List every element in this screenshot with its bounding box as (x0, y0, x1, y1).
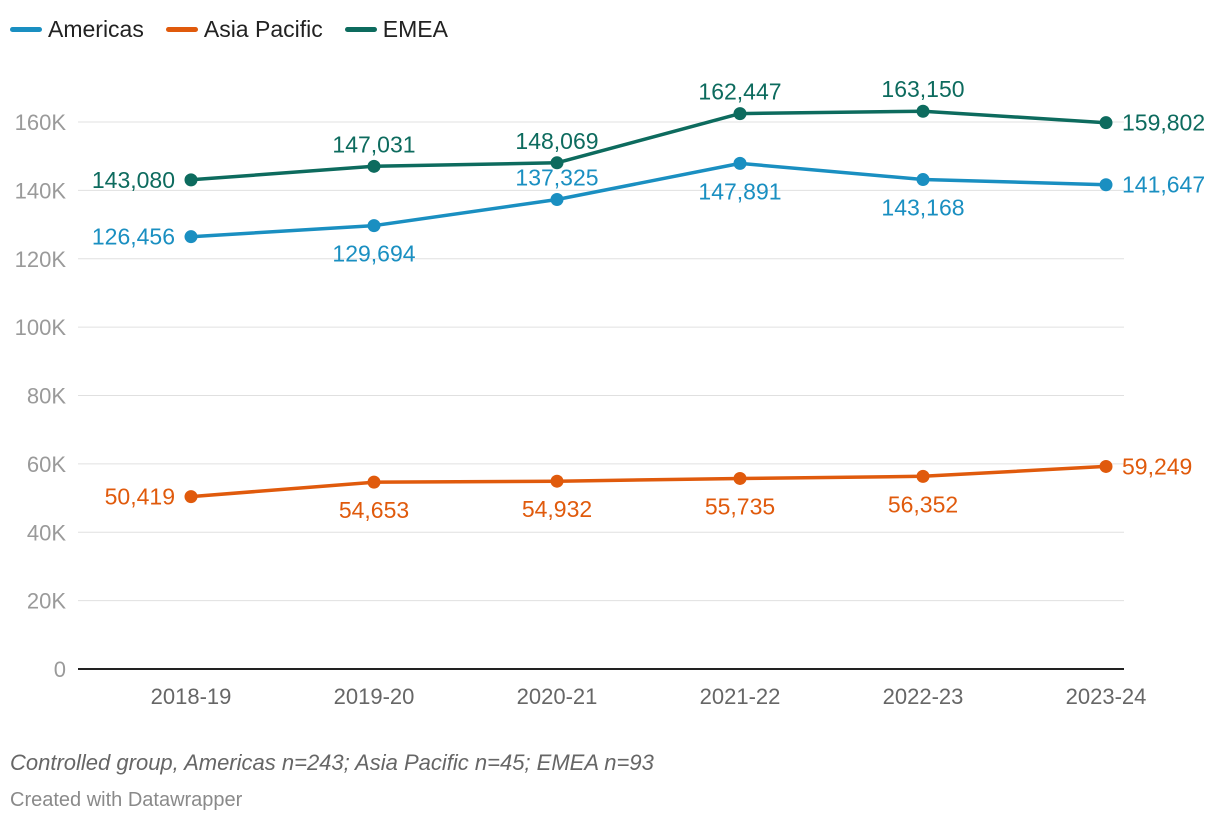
data-point-americas (1099, 178, 1113, 192)
y-tick-label: 20K (27, 589, 66, 614)
series-line-asia-pacific (189, 464, 1108, 499)
data-label-emea: 143,080 (92, 167, 175, 193)
y-tick-label: 100K (15, 315, 67, 340)
line-chart: 0 20K 40K 60K 80K 100K 120K 140K 160K 2018-19 2019… (15, 76, 1206, 709)
y-tick-label: 40K (27, 520, 66, 545)
legend-swatch-asia-pacific (165, 26, 198, 32)
data-label-americas: 129,694 (332, 241, 415, 267)
data-label-asia-pacific: 50,419 (105, 484, 175, 510)
data-label-asia-pacific: 54,932 (522, 496, 592, 522)
credit-line: Created with Datawrapper (10, 789, 243, 811)
x-tick-label: 2020-21 (517, 684, 598, 709)
legend-item-emea: EMEA (344, 15, 448, 43)
y-tick-label: 120K (15, 247, 67, 272)
y-tick-label: 160K (15, 110, 67, 135)
data-point-americas (367, 219, 381, 233)
x-tick-label: 2022-23 (883, 684, 964, 709)
data-label-emea: 148,069 (515, 128, 598, 154)
y-tick-label: 80K (27, 384, 66, 409)
series-line-emea (189, 109, 1108, 182)
legend-swatch-americas (10, 26, 42, 32)
data-point-asia-pacific (916, 469, 930, 483)
data-label-emea: 147,031 (332, 131, 415, 157)
y-tick-label: 140K (15, 178, 67, 203)
x-tick-label: 2018-19 (151, 684, 232, 709)
data-point-emea (733, 107, 747, 121)
data-label-asia-pacific: 54,653 (339, 497, 409, 523)
data-point-emea (1099, 116, 1113, 130)
data-point-asia-pacific (367, 475, 381, 489)
series-line-americas (189, 161, 1108, 239)
data-label-emea: 159,802 (1122, 110, 1205, 136)
data-point-americas (550, 193, 564, 207)
legend-item-americas: Americas (10, 16, 144, 43)
data-point-americas (916, 173, 930, 187)
legend-label-americas: Americas (48, 15, 144, 42)
data-point-asia-pacific (184, 490, 198, 504)
footnote: Controlled group, Americas n=243; Asia P… (10, 750, 654, 775)
data-label-americas: 143,168 (881, 195, 964, 221)
x-tick-label: 2019-20 (334, 684, 415, 709)
data-point-americas (184, 230, 198, 244)
data-label-emea: 163,150 (881, 76, 964, 102)
data-point-asia-pacific (1099, 459, 1113, 473)
data-label-americas: 126,456 (92, 224, 175, 250)
data-point-emea (550, 156, 564, 170)
legend: Americas Asia Pacific EMEA (10, 14, 470, 44)
data-point-emea (367, 159, 381, 173)
y-tick-label: 60K (27, 452, 66, 477)
legend-label-emea: EMEA (382, 15, 448, 42)
legend-item-asia-pacific: Asia Pacific (165, 15, 323, 43)
data-point-emea (916, 104, 930, 118)
legend-label-asia-pacific: Asia Pacific (203, 15, 323, 42)
data-label-asia-pacific: 55,735 (705, 493, 775, 519)
data-label-asia-pacific: 59,249 (1122, 453, 1192, 479)
legend-swatch-emea (344, 26, 377, 32)
data-point-americas (733, 156, 747, 170)
y-tick-label: 0 (54, 657, 66, 682)
data-label-asia-pacific: 56,352 (888, 491, 958, 517)
data-point-asia-pacific (733, 471, 747, 485)
data-label-americas: 137,325 (515, 165, 598, 191)
data-point-asia-pacific (550, 474, 564, 488)
data-label-americas: 141,647 (1122, 172, 1205, 198)
data-label-emea: 162,447 (698, 79, 781, 105)
x-tick-label: 2023-24 (1066, 684, 1147, 709)
data-label-americas: 147,891 (698, 178, 781, 204)
data-point-emea (184, 173, 198, 187)
x-tick-label: 2021-22 (700, 684, 781, 709)
